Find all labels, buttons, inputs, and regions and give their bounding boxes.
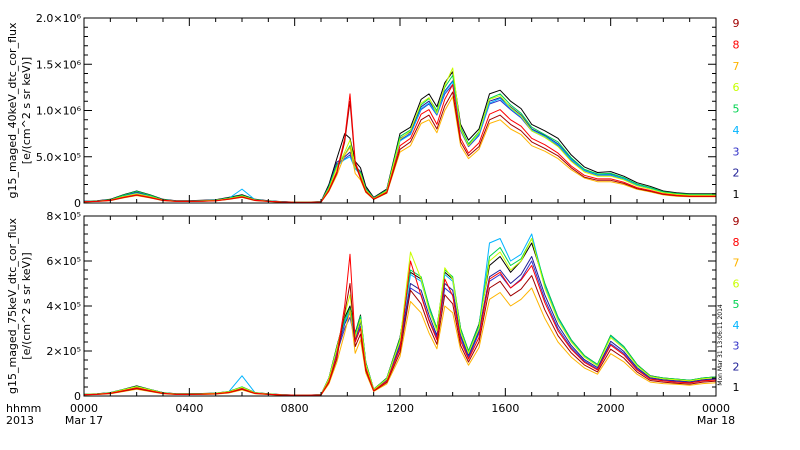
- x-tick-label: 0400: [175, 402, 203, 415]
- timestamp-stamp: Mon Mar 31 13:06:11 2014: [717, 304, 724, 386]
- legend-entry-4: 4: [733, 319, 740, 332]
- legend-entry-3: 3: [733, 145, 740, 158]
- x-tick-label: 0000: [70, 402, 98, 415]
- y-axis-label: g15_maged_40keV_dtc_cor_flux: [6, 22, 19, 198]
- legend-entry-8: 8: [733, 236, 740, 249]
- y-tick-label: 5.0×10⁵: [36, 151, 81, 164]
- legend-entry-3: 3: [733, 340, 740, 353]
- y-tick-label: 2×10⁵: [46, 345, 81, 358]
- series-line-8-panel-2: [83, 253, 717, 396]
- series-line-3-panel-1: [83, 84, 716, 203]
- legend-entry-9: 9: [733, 215, 740, 228]
- plot-frame-panel-2: [83, 215, 717, 397]
- legend-entry-7: 7: [733, 60, 740, 73]
- y-axis-label: g15_maged_75keV_dtc_cor_flux: [6, 218, 19, 394]
- legend-entry-9: 9: [733, 17, 740, 30]
- legend-entry-5: 5: [733, 298, 740, 311]
- x-tick-label: 1200: [386, 402, 414, 415]
- legend-entry-1: 1: [733, 188, 740, 201]
- series-line-1-panel-2: [83, 242, 717, 396]
- x-axis-label-top: hhmm: [6, 402, 41, 415]
- legend-entry-7: 7: [733, 257, 740, 270]
- x-axis-label-bottom: 2013: [6, 414, 34, 427]
- y-tick-label: 4×10⁵: [46, 300, 81, 313]
- x-tick-label: 0000: [702, 402, 730, 415]
- legend-entry-5: 5: [733, 103, 740, 116]
- series-line-4-panel-2: [83, 233, 717, 396]
- x-tick-sublabel: Mar 17: [65, 414, 103, 427]
- y-axis-units: [e/(cm^2 s sr keV)]: [20, 57, 33, 164]
- y-tick-label: 6×10⁵: [46, 255, 81, 268]
- x-tick-sublabel: Mar 18: [697, 414, 735, 427]
- y-tick-label: 2.0×10⁶: [36, 12, 82, 25]
- legend-entry-6: 6: [733, 81, 740, 94]
- series-line-8-panel-1: [83, 84, 716, 203]
- legend-entry-2: 2: [733, 167, 740, 180]
- x-tick-label: 2000: [597, 402, 625, 415]
- legend-entry-2: 2: [733, 360, 740, 373]
- x-tick-label: 1600: [491, 402, 519, 415]
- y-tick-label: 1.0×10⁶: [36, 105, 82, 118]
- series-line-3-panel-2: [83, 260, 717, 396]
- x-tick-label: 0800: [281, 402, 309, 415]
- series-line-5-panel-2: [83, 238, 717, 396]
- series-line-2-panel-2: [83, 256, 717, 396]
- series-line-6-panel-2: [83, 238, 717, 396]
- legend-entry-6: 6: [733, 277, 740, 290]
- y-tick-label: 1.5×10⁶: [36, 58, 82, 71]
- legend-entry-4: 4: [733, 124, 740, 137]
- legend-entry-8: 8: [733, 38, 740, 51]
- y-tick-label: 0: [74, 390, 81, 403]
- y-tick-label: 0: [74, 197, 81, 210]
- y-axis-units: [e/(cm^2 s sr keV)]: [20, 252, 33, 359]
- y-tick-label: 8×10⁵: [46, 210, 81, 223]
- legend-entry-1: 1: [733, 381, 740, 394]
